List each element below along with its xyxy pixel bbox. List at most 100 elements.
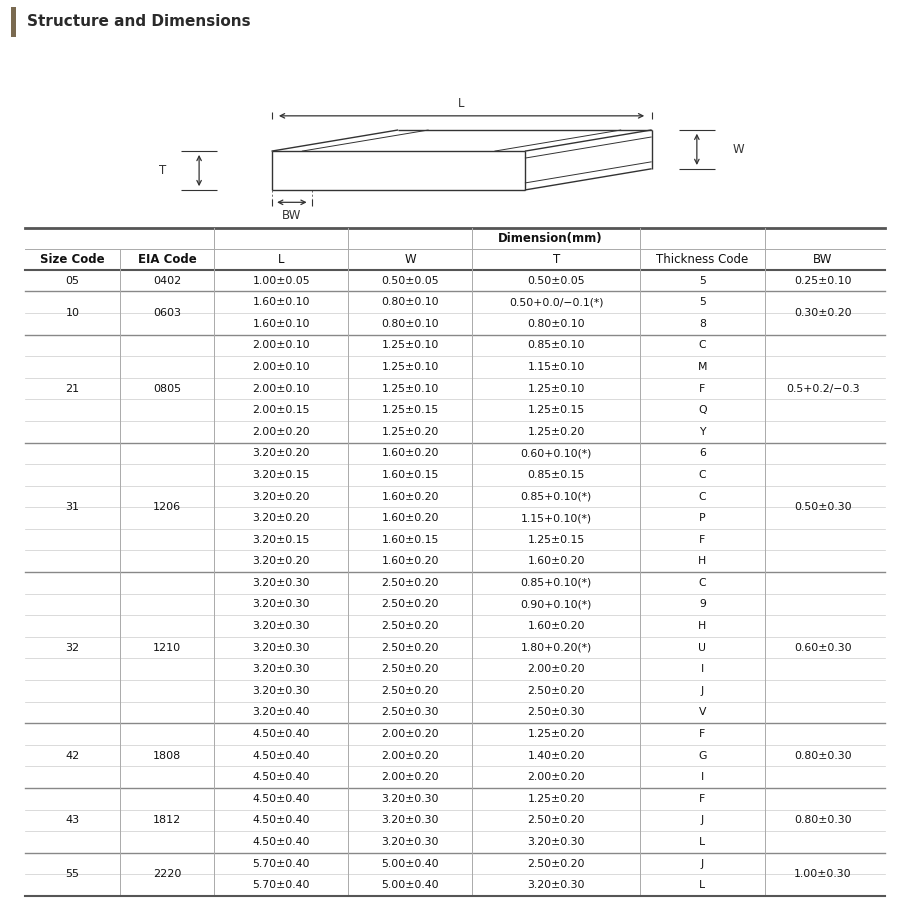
Text: 0805: 0805 bbox=[153, 384, 181, 394]
Text: 3.20±0.20: 3.20±0.20 bbox=[252, 557, 310, 567]
Text: 31: 31 bbox=[66, 502, 80, 512]
Text: 2.00±0.10: 2.00±0.10 bbox=[252, 384, 310, 394]
Text: Structure and Dimensions: Structure and Dimensions bbox=[27, 14, 251, 29]
Text: Thickness Code: Thickness Code bbox=[656, 252, 748, 266]
Text: 3.20±0.30: 3.20±0.30 bbox=[252, 578, 310, 588]
Text: 0.50±0.05: 0.50±0.05 bbox=[381, 276, 439, 286]
Text: Q: Q bbox=[698, 405, 707, 415]
Text: 3.20±0.20: 3.20±0.20 bbox=[252, 491, 310, 501]
Text: L: L bbox=[700, 837, 706, 847]
Text: 4.50±0.40: 4.50±0.40 bbox=[252, 729, 310, 739]
Text: Size Code: Size Code bbox=[41, 252, 105, 266]
Text: 1.60±0.10: 1.60±0.10 bbox=[252, 319, 310, 329]
Text: 2.00±0.20: 2.00±0.20 bbox=[528, 772, 585, 782]
Text: 05: 05 bbox=[66, 276, 80, 286]
Text: 3.20±0.15: 3.20±0.15 bbox=[252, 535, 310, 545]
Text: 55: 55 bbox=[66, 870, 80, 880]
Text: 0.5+0.2/−0.3: 0.5+0.2/−0.3 bbox=[786, 384, 860, 394]
Bar bbox=[11, 6, 16, 37]
Text: 5: 5 bbox=[699, 276, 706, 286]
Text: BW: BW bbox=[813, 252, 833, 266]
Text: 3.20±0.30: 3.20±0.30 bbox=[252, 599, 310, 609]
Text: G: G bbox=[698, 750, 707, 760]
Text: C: C bbox=[699, 491, 706, 501]
Text: 0.80±0.30: 0.80±0.30 bbox=[794, 750, 852, 760]
Text: 32: 32 bbox=[65, 643, 80, 653]
Text: 1.60±0.20: 1.60±0.20 bbox=[381, 557, 439, 567]
Text: 3.20±0.30: 3.20±0.30 bbox=[381, 794, 439, 804]
Text: 3.20±0.30: 3.20±0.30 bbox=[252, 686, 310, 696]
Text: 6: 6 bbox=[699, 448, 706, 458]
Text: 0.30±0.20: 0.30±0.20 bbox=[794, 308, 852, 318]
Text: J: J bbox=[700, 686, 704, 696]
Text: 1.00±0.30: 1.00±0.30 bbox=[794, 870, 852, 880]
Text: 0603: 0603 bbox=[153, 308, 181, 318]
Text: 0.80±0.10: 0.80±0.10 bbox=[528, 319, 585, 329]
Text: H: H bbox=[699, 557, 707, 567]
Text: 1.25±0.10: 1.25±0.10 bbox=[381, 362, 439, 372]
Text: 2.50±0.20: 2.50±0.20 bbox=[381, 643, 439, 653]
Text: 1.00±0.05: 1.00±0.05 bbox=[252, 276, 310, 286]
Text: M: M bbox=[698, 362, 707, 372]
Text: 2.50±0.20: 2.50±0.20 bbox=[528, 859, 585, 869]
Text: 1.15±0.10: 1.15±0.10 bbox=[528, 362, 585, 372]
Text: 9: 9 bbox=[699, 599, 706, 609]
Text: 1.25±0.10: 1.25±0.10 bbox=[381, 384, 439, 394]
Text: 0.85+0.10(*): 0.85+0.10(*) bbox=[520, 491, 592, 501]
Text: 1.60±0.15: 1.60±0.15 bbox=[381, 470, 439, 480]
Text: 3.20±0.20: 3.20±0.20 bbox=[252, 513, 310, 523]
Text: 3.20±0.30: 3.20±0.30 bbox=[381, 837, 439, 847]
Text: 1.25±0.20: 1.25±0.20 bbox=[528, 729, 585, 739]
Text: C: C bbox=[699, 578, 706, 588]
Text: 4.50±0.40: 4.50±0.40 bbox=[252, 794, 310, 804]
Text: 3.20±0.30: 3.20±0.30 bbox=[528, 837, 585, 847]
Text: L: L bbox=[278, 252, 284, 266]
Text: 3.20±0.30: 3.20±0.30 bbox=[252, 643, 310, 653]
Text: 2.00±0.10: 2.00±0.10 bbox=[252, 362, 310, 372]
Text: C: C bbox=[699, 470, 706, 480]
Text: L: L bbox=[458, 97, 465, 110]
Text: 0.85±0.10: 0.85±0.10 bbox=[528, 340, 585, 350]
Text: 0.60+0.10(*): 0.60+0.10(*) bbox=[520, 448, 592, 458]
Text: 1.60±0.20: 1.60±0.20 bbox=[528, 621, 585, 631]
Text: 1210: 1210 bbox=[153, 643, 181, 653]
Text: 2220: 2220 bbox=[153, 870, 181, 880]
Text: 2.00±0.20: 2.00±0.20 bbox=[528, 664, 585, 674]
Text: F: F bbox=[700, 794, 706, 804]
Text: 5.00±0.40: 5.00±0.40 bbox=[381, 859, 439, 869]
Text: 5.70±0.40: 5.70±0.40 bbox=[252, 859, 310, 869]
Text: W: W bbox=[733, 143, 745, 156]
Text: 5.00±0.40: 5.00±0.40 bbox=[381, 881, 439, 891]
Text: 1.80+0.20(*): 1.80+0.20(*) bbox=[520, 643, 592, 653]
Text: BW: BW bbox=[282, 209, 301, 223]
Text: 0402: 0402 bbox=[153, 276, 181, 286]
Text: 2.50±0.20: 2.50±0.20 bbox=[528, 686, 585, 696]
Text: 0.25±0.10: 0.25±0.10 bbox=[794, 276, 852, 286]
Text: 1.60±0.10: 1.60±0.10 bbox=[252, 297, 310, 307]
Text: 3.20±0.20: 3.20±0.20 bbox=[252, 448, 310, 458]
Text: J: J bbox=[700, 815, 704, 825]
Text: Dimension(mm): Dimension(mm) bbox=[498, 232, 602, 245]
Text: 3.20±0.15: 3.20±0.15 bbox=[252, 470, 310, 480]
Text: 1.25±0.20: 1.25±0.20 bbox=[528, 427, 585, 437]
Text: I: I bbox=[700, 664, 704, 674]
Text: 0.50+0.0/−0.1(*): 0.50+0.0/−0.1(*) bbox=[509, 297, 604, 307]
Text: 1.40±0.20: 1.40±0.20 bbox=[528, 750, 585, 760]
Text: 1.15+0.10(*): 1.15+0.10(*) bbox=[520, 513, 592, 523]
Text: T: T bbox=[159, 164, 167, 177]
Text: 42: 42 bbox=[65, 750, 80, 760]
Text: 1.25±0.15: 1.25±0.15 bbox=[381, 405, 439, 415]
Text: T: T bbox=[553, 252, 560, 266]
Text: 0.80±0.30: 0.80±0.30 bbox=[794, 815, 852, 825]
Text: 3.20±0.30: 3.20±0.30 bbox=[252, 621, 310, 631]
Text: 0.85±0.15: 0.85±0.15 bbox=[528, 470, 585, 480]
Text: 1808: 1808 bbox=[153, 750, 181, 760]
Text: 1812: 1812 bbox=[153, 815, 181, 825]
Text: H: H bbox=[699, 621, 707, 631]
Text: 3.20±0.30: 3.20±0.30 bbox=[528, 881, 585, 891]
Text: F: F bbox=[700, 729, 706, 739]
Text: W: W bbox=[405, 252, 416, 266]
Text: 1.60±0.20: 1.60±0.20 bbox=[381, 491, 439, 501]
Text: P: P bbox=[699, 513, 706, 523]
Text: 2.50±0.20: 2.50±0.20 bbox=[381, 578, 439, 588]
